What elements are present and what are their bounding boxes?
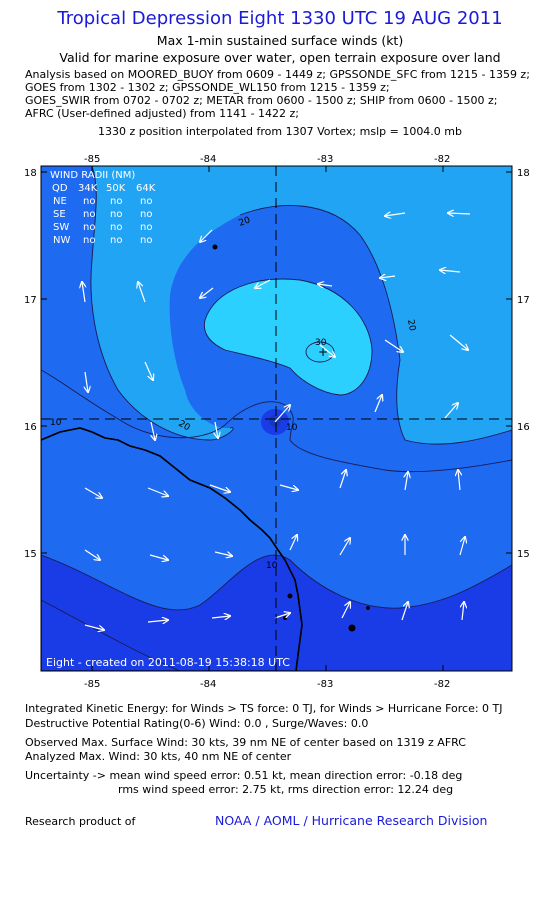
svg-text:QD: QD — [52, 183, 68, 194]
svg-text:no: no — [110, 222, 122, 233]
lon-tick-label: -85 — [84, 679, 100, 688]
contour-label: 10 — [266, 561, 278, 571]
lon-tick-label: -85 — [84, 154, 100, 165]
wind-arrows — [82, 213, 471, 630]
ike-line: Integrated Kinetic Energy: for Winds > T… — [25, 702, 503, 715]
lat-tick-label: 18 — [517, 168, 530, 179]
svg-text:no: no — [83, 209, 95, 220]
subtitle-wind-type: Max 1-min sustained surface winds (kt) — [156, 33, 404, 48]
wind-radii-table: WIND RADII (NM) QD 34K 50K 64K NE no no … — [50, 170, 156, 246]
lat-tick-label: 18 — [24, 168, 37, 179]
noaa-hrd-link[interactable]: NOAA / AOML / Hurricane Research Divisio… — [215, 813, 488, 828]
contour-label: 10 — [50, 418, 62, 428]
contour-label: 20 — [405, 319, 417, 332]
contour-label: 20 — [238, 215, 252, 228]
svg-text:no: no — [140, 209, 152, 220]
lon-tick-label: -83 — [317, 679, 333, 688]
uncertainty-line: Uncertainty -> mean wind speed error: 0.… — [25, 769, 463, 782]
svg-text:no: no — [140, 222, 152, 233]
land-outline — [41, 427, 303, 671]
analyzed-max-line: Analyzed Max. Wind: 30 kts, 40 nm NE of … — [25, 750, 292, 763]
svg-text:64K: 64K — [136, 183, 156, 194]
wind-band-20-30-inner — [90, 166, 512, 445]
dpr-line: Destructive Potential Rating(0-6) Wind: … — [25, 717, 369, 730]
uncertainty-rms-line: rms wind speed error: 2.75 kt, rms direc… — [118, 783, 454, 796]
lat-tick-label: 15 — [24, 549, 37, 560]
lon-tick-label: -84 — [200, 154, 216, 165]
research-product-label: Research product of — [25, 815, 136, 828]
svg-text:no: no — [110, 209, 122, 220]
lon-tick-label: -83 — [317, 154, 333, 165]
svg-text:no: no — [140, 196, 152, 207]
map-credit: Eight - created on 2011-08-19 15:38:18 U… — [46, 656, 290, 669]
wind-analysis-map: + 20 30 20 10 10 20 10 -85 -84 -83 -82 -… — [24, 154, 530, 688]
svg-text:no: no — [83, 196, 95, 207]
svg-text:no: no — [110, 196, 122, 207]
wind-band-lobe — [238, 435, 301, 498]
lon-tick-label: -82 — [434, 679, 450, 688]
lat-tick-label: 16 — [24, 422, 37, 433]
observed-max-line: Observed Max. Surface Wind: 30 kts, 39 n… — [25, 736, 466, 749]
analysis-line: GOES from 1302 - 1302 z; GPSSONDE_WL150 … — [25, 81, 390, 94]
analysis-line: GOES_SWIR from 0702 - 0702 z; METAR from… — [25, 94, 498, 107]
svg-text:no: no — [140, 235, 152, 246]
contour-label: 30 — [315, 338, 327, 348]
wind-radii-title: WIND RADII (NM) — [50, 170, 135, 181]
lat-tick-label: 15 — [517, 549, 530, 560]
svg-text:no: no — [83, 235, 95, 246]
analysis-line: AFRC (User-defined adjusted) from 1141 -… — [25, 107, 300, 120]
svg-text:NE: NE — [53, 196, 67, 207]
svg-text:no: no — [110, 235, 122, 246]
svg-text:34K: 34K — [78, 183, 98, 194]
lat-tick-label: 16 — [517, 422, 530, 433]
map-title: Tropical Depression Eight 1330 UTC 19 AU… — [57, 8, 503, 29]
svg-text:50K: 50K — [106, 183, 126, 194]
svg-text:+: + — [318, 345, 328, 359]
analysis-line: Analysis based on MOORED_BUOY from 0609 … — [25, 68, 530, 81]
wind-band-30-plus — [204, 279, 372, 395]
svg-text:SE: SE — [53, 209, 66, 220]
svg-text:NW: NW — [53, 235, 70, 246]
svg-text:no: no — [83, 222, 95, 233]
lon-tick-label: -82 — [434, 154, 450, 165]
lon-tick-label: -84 — [200, 679, 216, 688]
svg-text:SW: SW — [53, 222, 69, 233]
position-interpolation-note: 1330 z position interpolated from 1307 V… — [97, 125, 462, 138]
subtitle-exposure: Valid for marine exposure over water, op… — [59, 50, 501, 65]
contour-label: 10 — [286, 423, 298, 433]
lat-tick-label: 17 — [517, 295, 530, 306]
lat-tick-label: 17 — [24, 295, 37, 306]
